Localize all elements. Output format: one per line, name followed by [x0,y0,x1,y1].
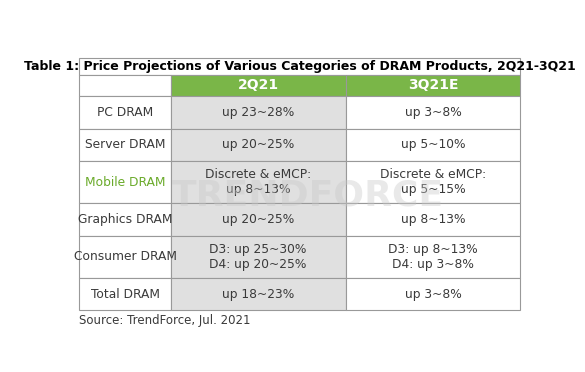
Text: Source: TrendForce, Jul. 2021: Source: TrendForce, Jul. 2021 [80,314,251,327]
Bar [80,203,171,235]
Text: D3: up 25~30%
D4: up 20~25%: D3: up 25~30% D4: up 20~25% [209,243,307,271]
Bar [171,235,346,278]
Bar [171,203,346,235]
Text: PC DRAM: PC DRAM [97,106,153,119]
Bar [171,96,346,129]
Text: up 3~8%: up 3~8% [405,288,462,301]
Bar [80,161,171,203]
Text: up 20~25%: up 20~25% [222,213,294,226]
Bar [171,129,346,161]
Bar [346,235,520,278]
Bar [346,203,520,235]
Text: up 20~25%: up 20~25% [222,138,294,151]
Text: Graphics DRAM: Graphics DRAM [78,213,173,226]
Bar [80,235,171,278]
Text: up 23~28%: up 23~28% [222,106,294,119]
Bar [346,129,520,161]
Text: up 3~8%: up 3~8% [405,106,462,119]
Bar [346,96,520,129]
Text: 3Q21E: 3Q21E [408,78,458,93]
Text: Total DRAM: Total DRAM [91,288,160,301]
Bar [80,278,171,310]
Bar [171,75,346,96]
Bar [346,278,520,310]
Text: TRENDFORCE: TRENDFORCE [171,179,443,212]
Bar [80,129,171,161]
Text: Discrete & eMCP:
up 5~15%: Discrete & eMCP: up 5~15% [380,168,486,196]
Text: Consumer DRAM: Consumer DRAM [74,250,177,263]
Text: 2Q21: 2Q21 [238,78,278,93]
Text: Server DRAM: Server DRAM [85,138,166,151]
Text: Table 1: Price Projections of Various Categories of DRAM Products, 2Q21-3Q21: Table 1: Price Projections of Various Ca… [24,60,576,73]
Bar [80,96,171,129]
Text: up 5~10%: up 5~10% [401,138,465,151]
Text: up 18~23%: up 18~23% [222,288,294,301]
Text: D3: up 8~13%
D4: up 3~8%: D3: up 8~13% D4: up 3~8% [388,243,478,271]
Bar [346,161,520,203]
Text: Mobile DRAM: Mobile DRAM [85,176,166,189]
Text: up 8~13%: up 8~13% [401,213,465,226]
Bar [171,161,346,203]
Bar [80,75,171,96]
Bar [171,278,346,310]
Bar [80,58,520,75]
Text: Discrete & eMCP:
up 8~13%: Discrete & eMCP: up 8~13% [205,168,311,196]
Bar [346,75,520,96]
